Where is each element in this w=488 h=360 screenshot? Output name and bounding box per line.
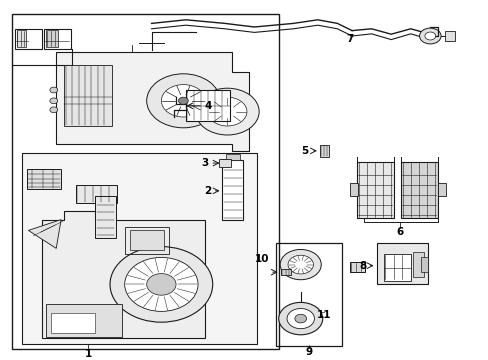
Bar — [356, 162, 393, 218]
Text: 5: 5 — [301, 146, 308, 156]
Bar — [46, 30, 58, 47]
Polygon shape — [28, 220, 61, 248]
Circle shape — [286, 309, 314, 329]
Circle shape — [280, 249, 321, 280]
Circle shape — [294, 314, 306, 323]
Circle shape — [419, 28, 440, 44]
Bar — [437, 183, 446, 196]
Circle shape — [50, 107, 58, 113]
Bar — [444, 31, 454, 41]
Bar — [44, 29, 71, 49]
Circle shape — [161, 85, 205, 117]
Bar — [349, 183, 358, 196]
Bar — [51, 313, 95, 333]
Circle shape — [124, 257, 198, 311]
Bar — [219, 159, 231, 167]
Text: 9: 9 — [305, 347, 312, 357]
Bar — [63, 65, 112, 126]
Bar — [129, 230, 163, 250]
Text: 4: 4 — [203, 101, 211, 111]
Polygon shape — [41, 211, 205, 338]
Bar — [280, 269, 291, 275]
Bar — [400, 162, 437, 218]
Bar — [222, 160, 243, 220]
Bar — [276, 243, 342, 346]
Bar — [349, 262, 365, 272]
Polygon shape — [22, 153, 256, 344]
Text: 6: 6 — [396, 227, 403, 237]
Circle shape — [50, 98, 58, 104]
Bar — [76, 185, 117, 203]
Text: 11: 11 — [316, 310, 331, 320]
Circle shape — [207, 97, 246, 126]
Circle shape — [110, 247, 212, 322]
Circle shape — [178, 97, 188, 104]
Bar — [12, 14, 278, 349]
Bar — [17, 30, 26, 47]
Text: 10: 10 — [254, 254, 268, 264]
Text: 1: 1 — [84, 348, 91, 359]
Text: 7: 7 — [345, 33, 353, 44]
Circle shape — [195, 88, 259, 135]
Bar — [420, 257, 427, 272]
Circle shape — [424, 32, 435, 40]
Bar — [412, 252, 423, 277]
Bar — [124, 227, 168, 254]
Circle shape — [146, 274, 176, 295]
Bar — [185, 90, 229, 121]
Bar — [27, 169, 61, 189]
Circle shape — [50, 87, 58, 93]
Circle shape — [146, 74, 220, 128]
Bar — [15, 29, 41, 49]
Bar — [319, 145, 328, 157]
Text: 3: 3 — [202, 158, 208, 168]
Bar — [225, 154, 239, 160]
Circle shape — [287, 255, 313, 274]
Bar — [376, 243, 427, 284]
Polygon shape — [56, 52, 249, 151]
Text: 2: 2 — [204, 186, 211, 196]
Circle shape — [278, 302, 322, 335]
Text: 8: 8 — [359, 261, 366, 271]
Bar — [46, 304, 122, 337]
Bar — [383, 254, 410, 281]
Bar — [95, 196, 116, 238]
